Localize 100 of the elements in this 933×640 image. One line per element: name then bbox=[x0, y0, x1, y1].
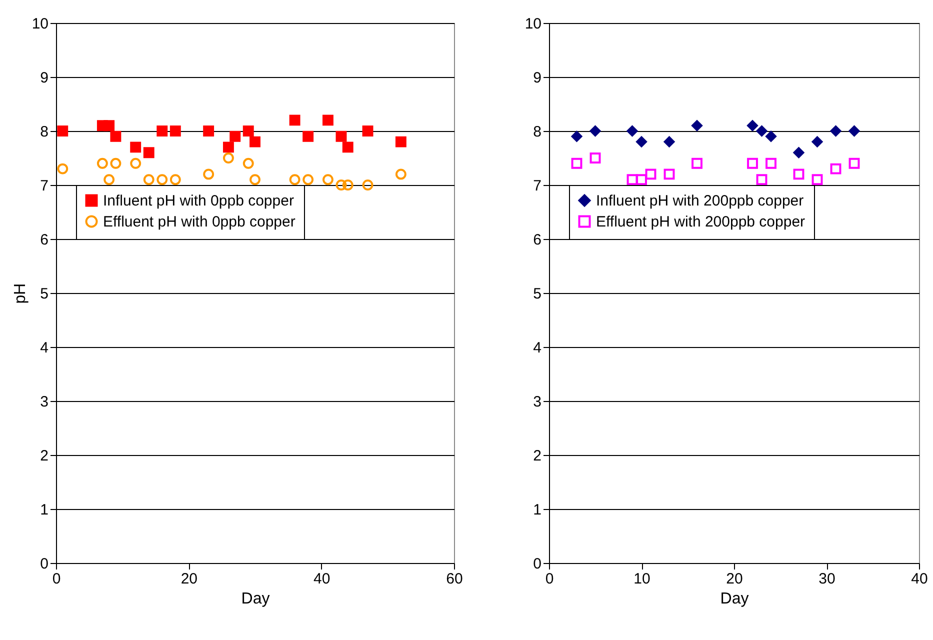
point bbox=[636, 174, 647, 186]
y-tick-label: 2 bbox=[533, 448, 542, 464]
x-tick-label: 40 bbox=[911, 570, 928, 588]
point bbox=[830, 126, 842, 136]
y-tick-label: 8 bbox=[40, 124, 48, 140]
point bbox=[626, 174, 638, 186]
point bbox=[222, 152, 234, 164]
point bbox=[130, 158, 142, 169]
legend-label: Effluent pH with 0ppb copper bbox=[103, 214, 296, 230]
point bbox=[571, 158, 582, 169]
y-tick-label: 5 bbox=[533, 286, 542, 302]
point bbox=[289, 114, 300, 126]
point bbox=[362, 180, 374, 190]
point bbox=[336, 130, 347, 142]
point bbox=[692, 158, 702, 169]
point bbox=[362, 126, 374, 136]
point bbox=[302, 174, 314, 186]
y-tick-label: 10 bbox=[524, 16, 542, 32]
y-tick-label: 9 bbox=[40, 70, 48, 86]
y-tick-label: 9 bbox=[533, 70, 542, 86]
x-axis-title: Day bbox=[241, 590, 270, 608]
point bbox=[104, 120, 115, 132]
y-tick-label: 6 bbox=[40, 232, 48, 248]
point bbox=[766, 130, 776, 142]
point bbox=[747, 120, 758, 132]
legend-label: Influent pH with 0ppb copper bbox=[103, 192, 294, 210]
point bbox=[203, 126, 214, 136]
y-tick-label: 4 bbox=[40, 340, 48, 356]
point bbox=[203, 168, 214, 180]
point bbox=[230, 130, 241, 142]
x-axis-title: Day bbox=[720, 590, 749, 608]
point bbox=[242, 126, 254, 136]
point bbox=[342, 142, 354, 153]
y-tick-label: 2 bbox=[40, 448, 48, 464]
point bbox=[250, 136, 260, 148]
point bbox=[156, 126, 168, 136]
point bbox=[322, 114, 334, 126]
point bbox=[590, 152, 601, 164]
y-tick-label: 5 bbox=[40, 286, 48, 302]
y-tick-label: 4 bbox=[533, 340, 542, 356]
point bbox=[110, 130, 122, 142]
x-tick-label: 10 bbox=[634, 570, 650, 588]
x-tick-label: 0 bbox=[545, 570, 554, 588]
point bbox=[793, 168, 804, 180]
point bbox=[156, 174, 168, 186]
x-tick-label: 60 bbox=[446, 570, 463, 588]
point bbox=[395, 136, 406, 148]
point bbox=[57, 126, 68, 136]
x-tick-label: 0 bbox=[52, 570, 61, 588]
point bbox=[848, 158, 860, 169]
point bbox=[395, 168, 406, 180]
point bbox=[590, 126, 601, 136]
point bbox=[766, 158, 776, 169]
point bbox=[302, 130, 314, 142]
x-tick-label: 20 bbox=[726, 570, 743, 588]
y-tick-label: 10 bbox=[32, 16, 48, 32]
point bbox=[645, 168, 656, 180]
legend-label: Effluent pH with 200ppb copper bbox=[596, 214, 806, 230]
point bbox=[830, 163, 842, 174]
point bbox=[336, 180, 347, 190]
point bbox=[57, 163, 68, 174]
point bbox=[143, 174, 154, 186]
y-tick-label: 0 bbox=[533, 556, 542, 572]
point bbox=[636, 136, 647, 148]
point bbox=[110, 158, 122, 169]
point bbox=[130, 142, 142, 153]
point bbox=[812, 174, 823, 186]
point bbox=[626, 126, 638, 136]
point bbox=[96, 158, 108, 169]
point bbox=[322, 174, 334, 186]
x-tick-label: 20 bbox=[180, 570, 198, 588]
point bbox=[170, 174, 181, 186]
point bbox=[747, 158, 758, 169]
y-tick-label: 3 bbox=[40, 394, 48, 410]
x-tick-label: 30 bbox=[818, 570, 836, 588]
y-tick-label: 3 bbox=[533, 394, 542, 410]
y-tick-label: 1 bbox=[40, 502, 48, 518]
point bbox=[848, 126, 860, 136]
x-tick-label: 40 bbox=[313, 570, 330, 588]
y-tick-label: 8 bbox=[533, 124, 542, 140]
point bbox=[104, 174, 115, 186]
point bbox=[242, 158, 254, 169]
point bbox=[664, 136, 675, 148]
y-axis-title: pH bbox=[12, 283, 29, 304]
point bbox=[143, 147, 154, 158]
point bbox=[664, 168, 675, 180]
y-tick-label: 7 bbox=[533, 178, 542, 194]
y-tick-label: 6 bbox=[533, 232, 542, 248]
point bbox=[250, 174, 260, 186]
point bbox=[342, 180, 354, 190]
point bbox=[793, 147, 804, 158]
point bbox=[222, 142, 234, 153]
point bbox=[756, 126, 768, 136]
point bbox=[756, 174, 768, 186]
y-tick-label: 0 bbox=[40, 556, 48, 572]
point bbox=[170, 126, 181, 136]
y-tick-label: 1 bbox=[533, 502, 542, 518]
point bbox=[692, 120, 702, 132]
point bbox=[289, 174, 300, 186]
point bbox=[571, 130, 582, 142]
